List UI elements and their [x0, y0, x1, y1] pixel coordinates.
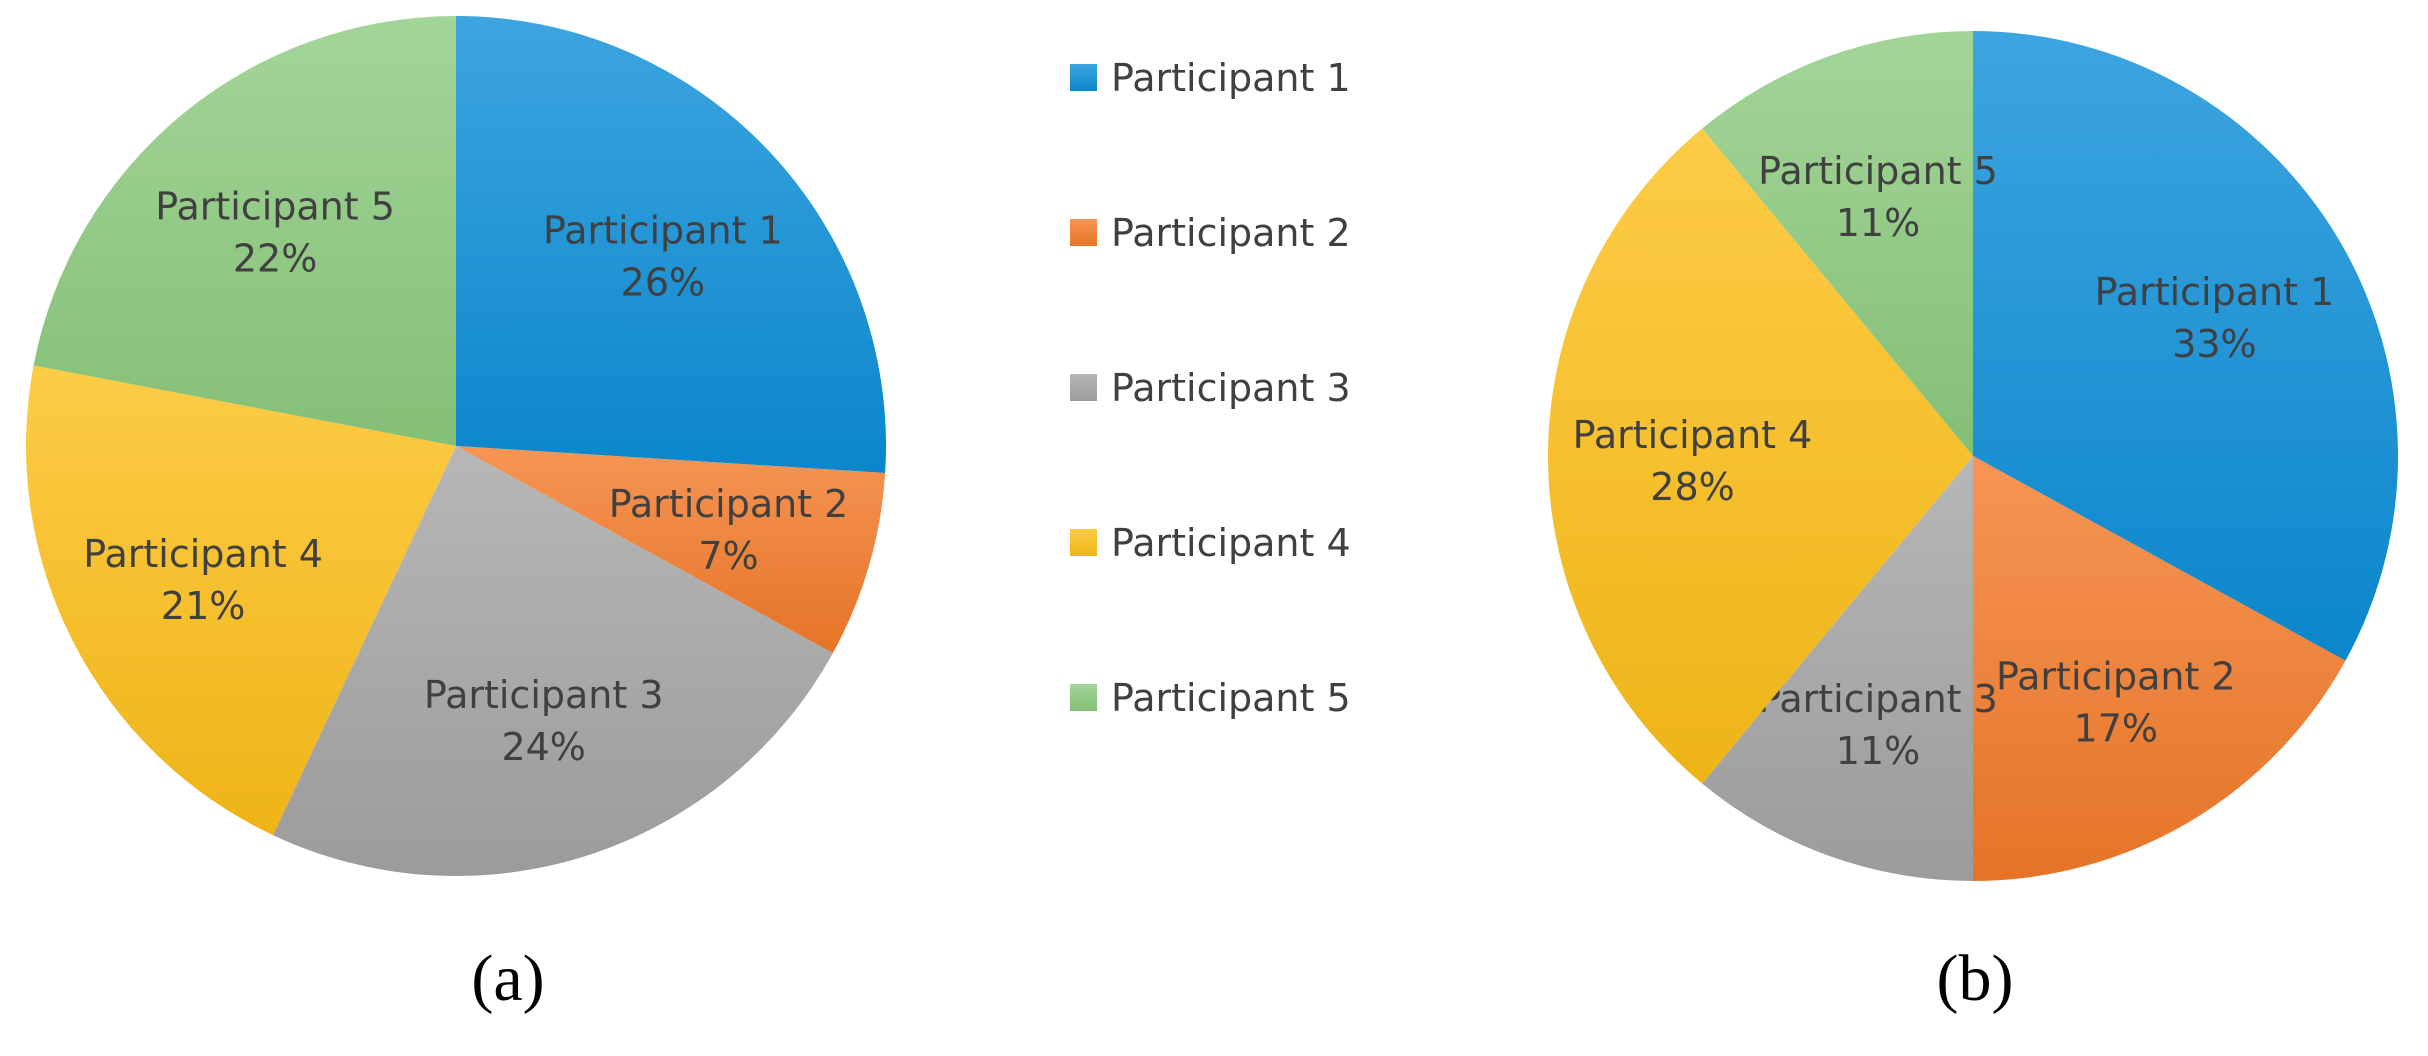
pie-b-slice-5-value: 11%	[1836, 201, 1920, 245]
pie-chart-b: Participant 1 33% Participant 2 17% Particip…	[1548, 31, 2398, 881]
pie-a-slice-3	[272, 446, 833, 876]
pie-b-slice-1-value: 33%	[2172, 322, 2256, 366]
pie-a-slice-4-value: 21%	[161, 584, 245, 628]
pie-a-slice-2	[456, 446, 886, 654]
pie-a-slice-2-value: 7%	[698, 534, 758, 578]
pie-a-slice-1	[456, 16, 886, 473]
pie-b-slice-2	[1973, 456, 2346, 881]
pie-a-slice-4	[26, 365, 456, 836]
pie-b-slice-3-name: Participant 3	[1758, 677, 1998, 721]
pie-b-slice-4-value: 28%	[1650, 465, 1734, 509]
legend-label-1: Participant 1	[1111, 56, 1351, 100]
panel-label-a: (a)	[471, 942, 544, 1015]
legend-swatch-1	[1070, 64, 1097, 91]
pie-a-slice-5	[33, 16, 456, 446]
pie-a-slice-3-value: 24%	[501, 725, 585, 769]
pie-b-slice-3-value: 11%	[1836, 729, 1920, 773]
pie-a-slice-2-name: Participant 2	[609, 482, 849, 526]
pie-a-slice-5-value: 22%	[233, 236, 317, 280]
legend: Participant 1 Participant 2 Participant 3 P…	[1070, 56, 1351, 720]
pie-b-slice-4	[1548, 128, 1973, 784]
pie-b-slice-5	[1702, 31, 1973, 456]
pie-b-slice-4-name: Participant 4	[1573, 413, 1813, 457]
panel-label-b: (b)	[1937, 942, 2014, 1015]
pie-a-slice-5-name: Participant 5	[155, 184, 395, 228]
pie-b-slice-1-name: Participant 1	[2095, 270, 2335, 314]
pie-b-slice-1	[1973, 31, 2398, 661]
pie-b-slice-5-name: Participant 5	[1758, 149, 1998, 193]
pie-b-slice-2-value: 17%	[2074, 706, 2158, 750]
legend-label-4: Participant 4	[1111, 521, 1351, 565]
legend-label-5: Participant 5	[1111, 676, 1351, 720]
pie-a-slice-4-name: Participant 4	[83, 532, 323, 576]
legend-swatch-4	[1070, 529, 1097, 556]
pie-chart-a: Participant 1 26% Participant 2 7% Participa…	[26, 16, 886, 876]
pie-b-slice-3	[1702, 456, 1973, 881]
legend-swatch-3	[1070, 374, 1097, 401]
pie-a-slice-3-name: Participant 3	[424, 673, 664, 717]
pie-a-slice-1-name: Participant 1	[543, 209, 783, 253]
legend-label-2: Participant 2	[1111, 211, 1351, 255]
legend-swatch-5	[1070, 684, 1097, 711]
legend-swatch-2	[1070, 219, 1097, 246]
legend-label-3: Participant 3	[1111, 366, 1351, 410]
pie-b-slice-2-name: Participant 2	[1996, 654, 2236, 698]
pie-a-slice-1-value: 26%	[621, 261, 705, 305]
